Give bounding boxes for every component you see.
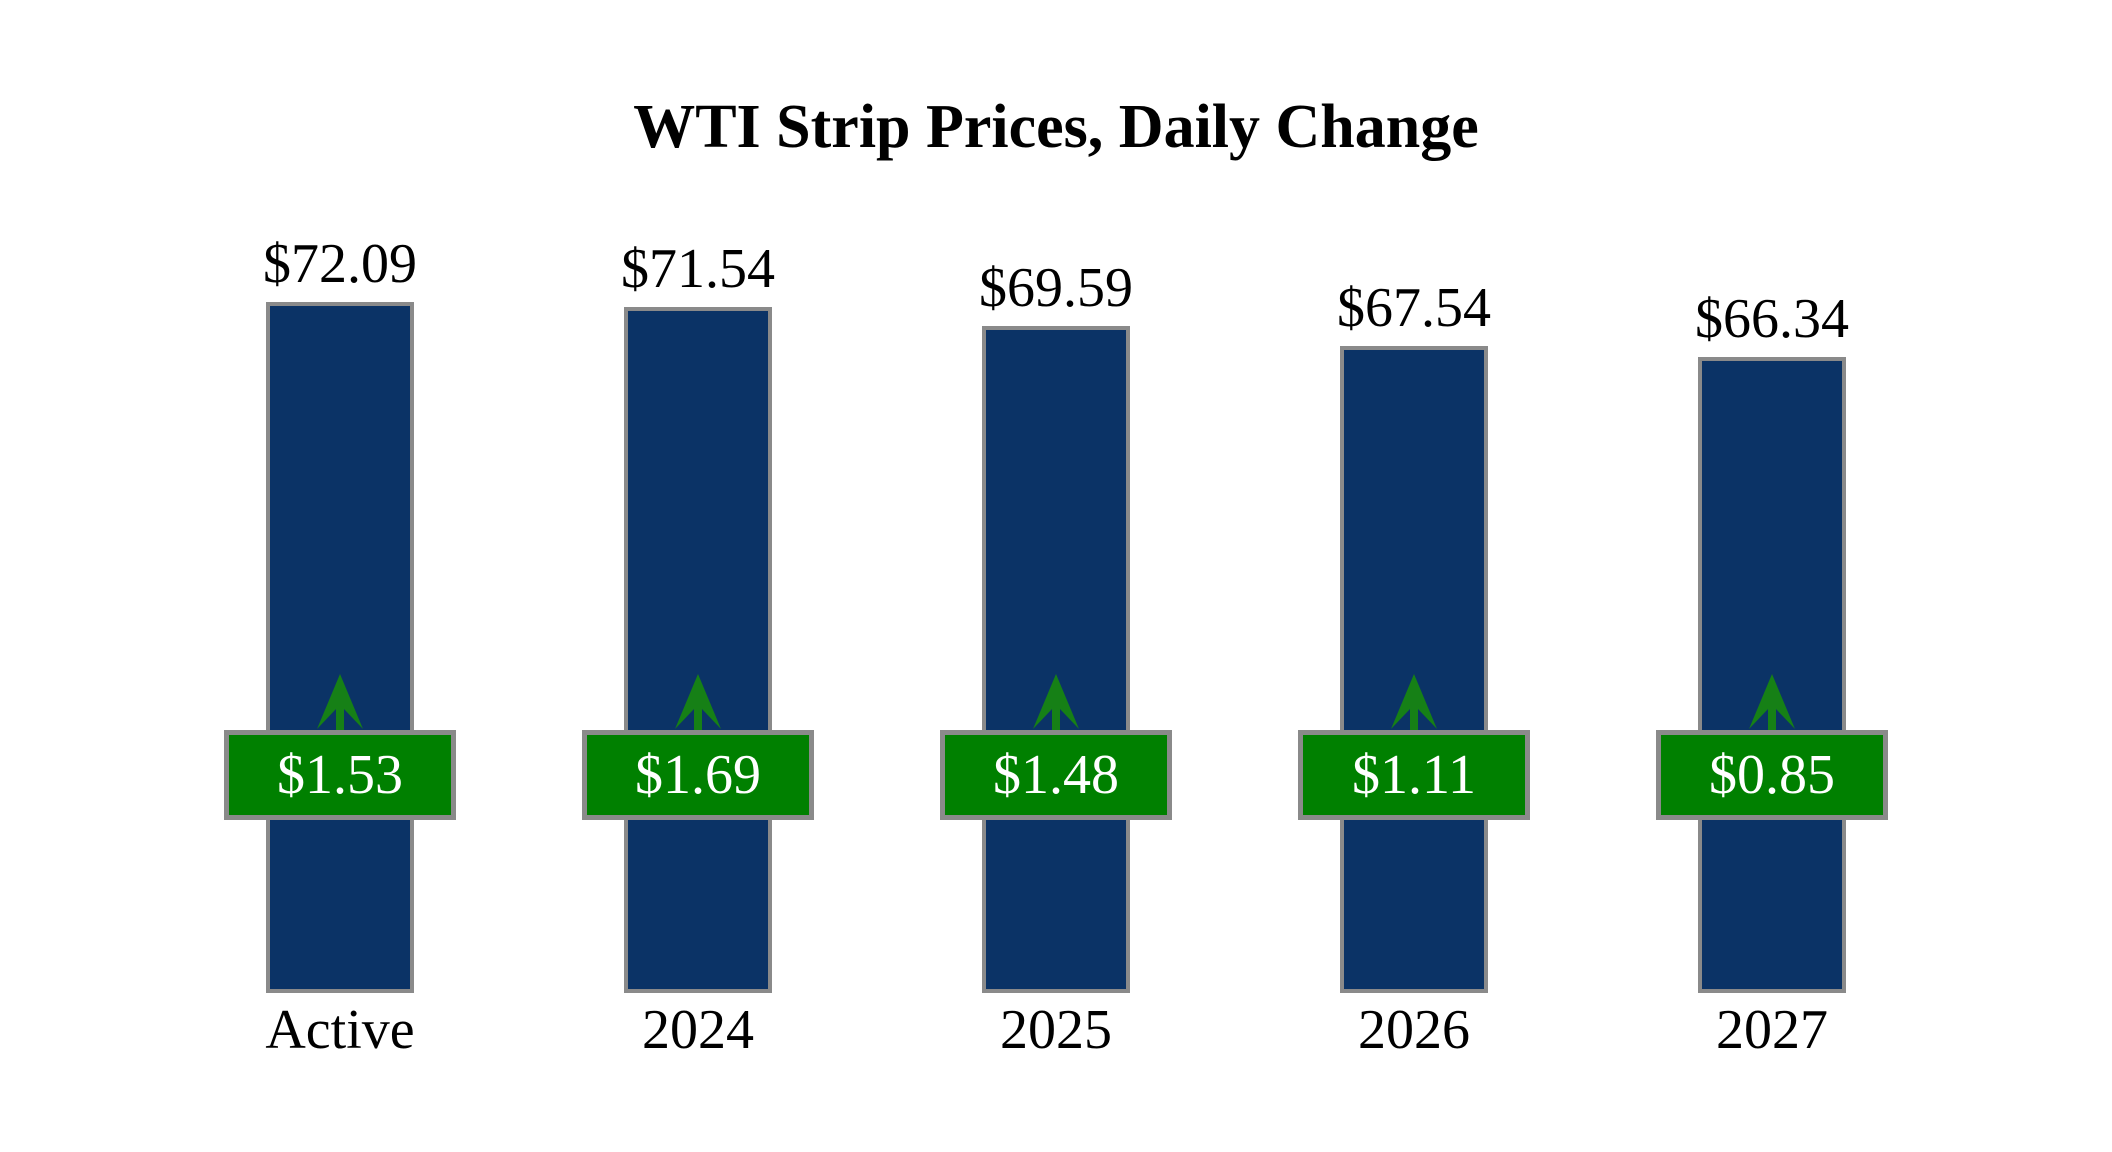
category-label: 2024 <box>642 999 754 1061</box>
category-label: 2027 <box>1716 999 1828 1061</box>
price-bar <box>982 326 1130 993</box>
price-bar <box>1340 346 1488 993</box>
up-arrow-icon <box>1391 674 1437 731</box>
change-badge: $0.85 <box>1656 730 1888 820</box>
category-label: 2026 <box>1358 999 1470 1061</box>
price-label: $71.54 <box>621 238 775 300</box>
category-label: Active <box>265 999 415 1061</box>
change-value: $1.48 <box>993 744 1119 806</box>
up-arrow-icon <box>1749 674 1795 731</box>
change-value: $1.53 <box>277 744 403 806</box>
price-label: $72.09 <box>263 233 417 295</box>
chart-title: WTI Strip Prices, Daily Change <box>633 93 1479 161</box>
price-bar <box>266 302 414 993</box>
change-value: $0.85 <box>1709 744 1835 806</box>
change-badge: $1.11 <box>1298 730 1530 820</box>
up-arrow-icon <box>1033 674 1079 731</box>
price-label: $67.54 <box>1337 277 1491 339</box>
price-bar <box>624 307 772 993</box>
change-badge: $1.53 <box>224 730 456 820</box>
category-label: 2025 <box>1000 999 1112 1061</box>
change-value: $1.11 <box>1352 744 1476 806</box>
change-badge: $1.48 <box>940 730 1172 820</box>
change-badge: $1.69 <box>582 730 814 820</box>
change-value: $1.69 <box>635 744 761 806</box>
up-arrow-icon <box>317 674 363 731</box>
up-arrow-icon <box>675 674 721 731</box>
price-label: $69.59 <box>979 257 1133 319</box>
price-label: $66.34 <box>1695 288 1849 350</box>
